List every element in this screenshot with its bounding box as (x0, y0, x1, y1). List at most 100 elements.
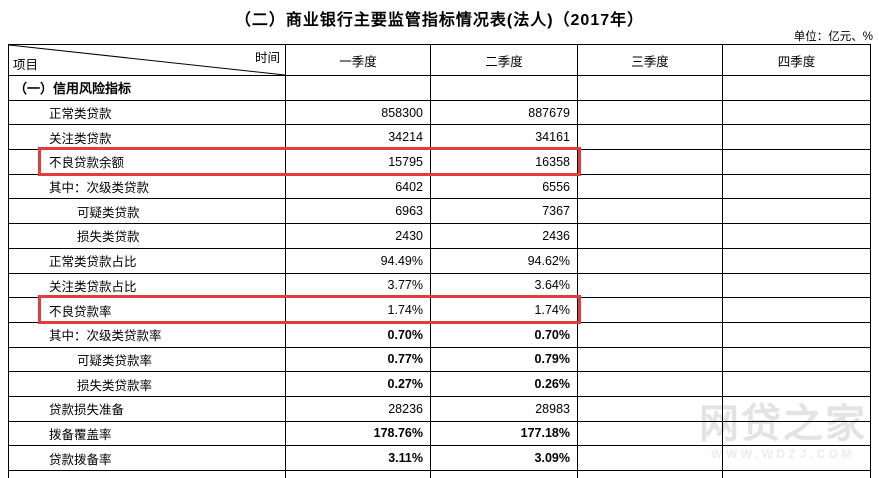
table-row: 其中：次级类贷款率 0.70% 0.70% (8, 321, 871, 348)
table-row: 损失类贷款率 0.27% 0.26% (8, 371, 871, 397)
column-header-q3: 三季度 (577, 44, 723, 76)
table-row: 损失类贷款 2430 2436 (8, 223, 871, 249)
cell-value: 0.27% (285, 371, 431, 397)
cell-value: 6556 (430, 173, 578, 200)
cell-value (722, 395, 871, 422)
column-header-q1: 一季度 (285, 44, 431, 76)
cell-value (577, 247, 723, 274)
table-row: 贷款拨备率 3.11% 3.09% (8, 445, 871, 471)
row-label: 关注类贷款 (8, 124, 286, 151)
cell-value: 6402 (285, 173, 431, 200)
row-label: 正常类贷款占比 (8, 247, 286, 274)
unit-note: 单位：亿元、% (793, 31, 873, 43)
cell-value (285, 75, 431, 101)
cell-value (722, 75, 871, 101)
cell-value: 3.11% (285, 445, 431, 471)
cell-value: 858300 (285, 99, 431, 126)
indicators-table: 时间 项目 一季度 二季度 三季度 四季度 （一）信用风险指标 正常类贷款 8583… (8, 44, 871, 478)
cell-value: 178.76% (285, 420, 431, 447)
cell-value: 3.64% (430, 272, 578, 299)
cell-value (577, 445, 723, 471)
cell-value (722, 321, 871, 348)
corner-time-label: 时间 (254, 51, 280, 65)
column-header-q4: 四季度 (722, 44, 871, 76)
row-label: 贷款拨备率 (8, 445, 286, 471)
cell-value (577, 420, 723, 447)
cell-value: 2436 (430, 223, 578, 249)
cell-value: 3.77% (285, 272, 431, 299)
table-row: 不良贷款率 1.74% 1.74% (8, 297, 871, 323)
cell-value (722, 124, 871, 151)
cell-value: 0.77% (285, 346, 431, 373)
table-row: 拨备覆盖率 178.76% 177.18% (8, 420, 871, 447)
cell-value: 2430 (285, 223, 431, 249)
column-header-q2: 二季度 (430, 44, 578, 76)
row-label: 正常类贷款 (8, 99, 286, 126)
header-row: 时间 项目 一季度 二季度 三季度 四季度 (8, 44, 871, 76)
row-label: 其中：次级类贷款率 (8, 321, 286, 348)
cell-value (430, 75, 578, 101)
cell-value (577, 272, 723, 299)
cell-value: 0.79% (430, 346, 578, 373)
corner-cell: 时间 项目 (8, 44, 286, 76)
cell-value (722, 445, 871, 471)
cell-value: 34214 (285, 124, 431, 151)
cell-value: 0.26% (430, 371, 578, 397)
cell-value (577, 198, 723, 225)
cell-value (285, 470, 431, 478)
row-label: 贷款损失准备 (8, 395, 286, 422)
cell-value (577, 75, 723, 101)
cell-value (722, 149, 871, 175)
cell-value (577, 223, 723, 249)
cell-value (577, 346, 723, 373)
cell-value: 34161 (430, 124, 578, 151)
row-label: 拨备覆盖率 (8, 420, 286, 447)
cell-value (722, 247, 871, 274)
row-label: 不良贷款余额 (8, 149, 286, 175)
table-row: 其中：次级类贷款 6402 6556 (8, 173, 871, 200)
corner-item-label: 项目 (13, 58, 39, 72)
cell-value (577, 395, 723, 422)
cell-value (577, 321, 723, 348)
cell-value (722, 346, 871, 373)
cell-value (722, 470, 871, 478)
cell-value (577, 173, 723, 200)
table-row: 可疑类贷款 6963 7367 (8, 198, 871, 225)
cell-value (722, 223, 871, 249)
cell-value (577, 149, 723, 175)
cell-value: 15795 (285, 149, 431, 175)
cell-value (577, 99, 723, 126)
page-title: （二）商业银行主要监管指标情况表(法人)（2017年） (234, 12, 645, 29)
cell-value: 94.49% (285, 247, 431, 274)
cell-value (722, 272, 871, 299)
row-label: 可疑类贷款率 (8, 346, 286, 373)
cell-value (722, 371, 871, 397)
table-row: 不良贷款余额 15795 16358 (8, 149, 871, 175)
row-label: 损失类贷款 (8, 223, 286, 249)
cell-value: 3.09% (430, 445, 578, 471)
cell-value: 887679 (430, 99, 578, 126)
table-row: 正常类贷款 858300 887679 (8, 99, 871, 126)
cell-value: 0.70% (285, 321, 431, 348)
cell-value: 6963 (285, 198, 431, 225)
row-label: 关注类贷款占比 (8, 272, 286, 299)
cell-value (577, 124, 723, 151)
row-label: 可疑类贷款 (8, 198, 286, 225)
table-row (8, 470, 871, 478)
table-row: 关注类贷款占比 3.77% 3.64% (8, 272, 871, 299)
cell-value: 16358 (430, 149, 578, 175)
table-row: 可疑类贷款率 0.77% 0.79% (8, 346, 871, 373)
cell-value (722, 420, 871, 447)
cell-value (577, 371, 723, 397)
table-row: 贷款损失准备 28236 28983 (8, 395, 871, 422)
cell-value (577, 470, 723, 478)
row-label: 其中：次级类贷款 (8, 173, 286, 200)
cell-value: 1.74% (285, 297, 431, 323)
cell-value: 7367 (430, 198, 578, 225)
cell-value: 94.62% (430, 247, 578, 274)
row-label (8, 470, 286, 478)
row-label: （一）信用风险指标 (8, 75, 286, 101)
cell-value: 0.70% (430, 321, 578, 348)
cell-value (577, 297, 723, 323)
diagonal-divider-icon (9, 45, 285, 75)
